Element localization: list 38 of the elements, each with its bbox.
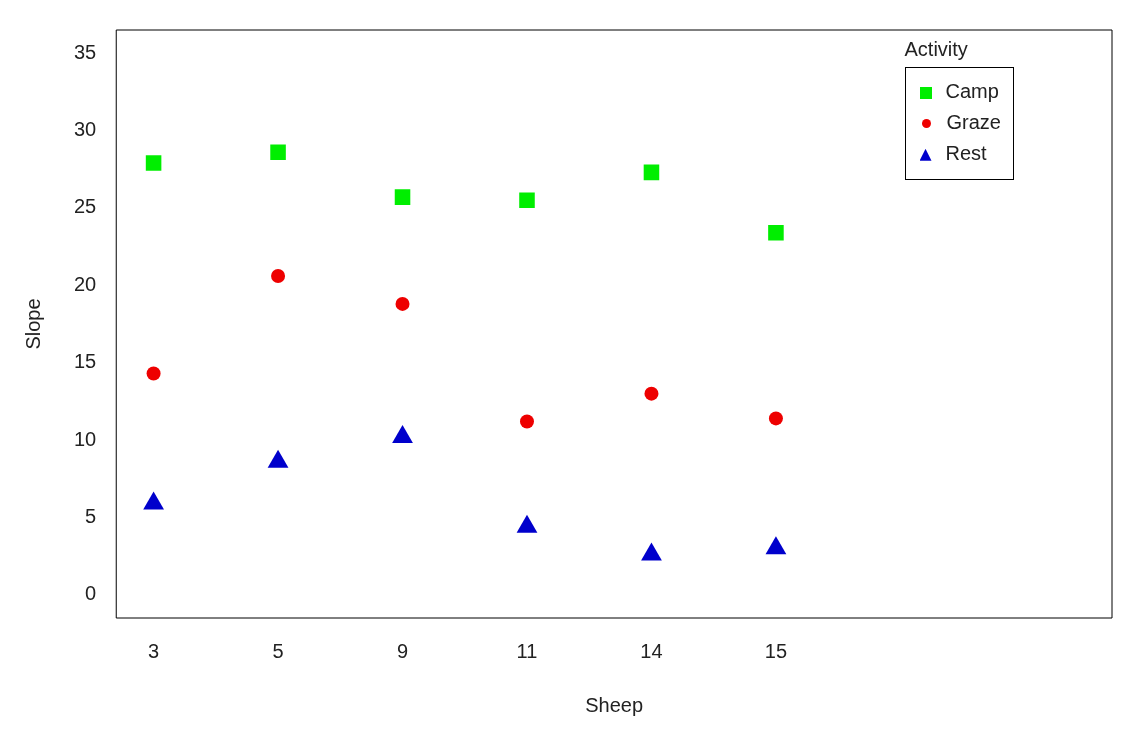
point [520, 414, 534, 429]
y-axis-title: Slope [21, 298, 44, 350]
point [271, 269, 286, 284]
legend-label: Graze [946, 111, 1001, 133]
x-tick-label: 14 [640, 639, 663, 662]
point [143, 491, 164, 510]
x-tick-label: 3 [148, 639, 160, 662]
y-tick-label: 5 [85, 504, 97, 527]
point [267, 449, 289, 468]
legend-title: Activity [904, 38, 969, 61]
x-tick-label: 5 [272, 639, 284, 662]
point [768, 411, 783, 426]
point [516, 514, 538, 533]
point [146, 366, 161, 381]
point [644, 386, 659, 401]
point [519, 192, 535, 208]
point [270, 144, 286, 161]
y-tick-label: 30 [74, 118, 97, 141]
point [145, 155, 162, 171]
x-tick-label: 11 [516, 639, 538, 662]
y-tick-label: 20 [74, 272, 97, 295]
point [768, 224, 784, 241]
point [643, 164, 660, 181]
x-tick-label: 15 [764, 639, 788, 662]
legend-label: Camp [945, 80, 999, 102]
y-tick-label: 0 [85, 582, 97, 605]
legend-label: Rest [945, 142, 987, 164]
x-tick-label: 9 [396, 639, 409, 662]
point [641, 542, 662, 561]
point [394, 189, 411, 205]
x-axis-title: Sheep [585, 693, 644, 716]
point [392, 424, 413, 443]
y-tick-label: 10 [74, 427, 97, 450]
y-tick-label: 25 [74, 195, 97, 218]
y-tick-label: 15 [74, 350, 97, 373]
point [395, 296, 410, 311]
point [765, 536, 787, 555]
y-tick-label: 35 [74, 40, 97, 63]
